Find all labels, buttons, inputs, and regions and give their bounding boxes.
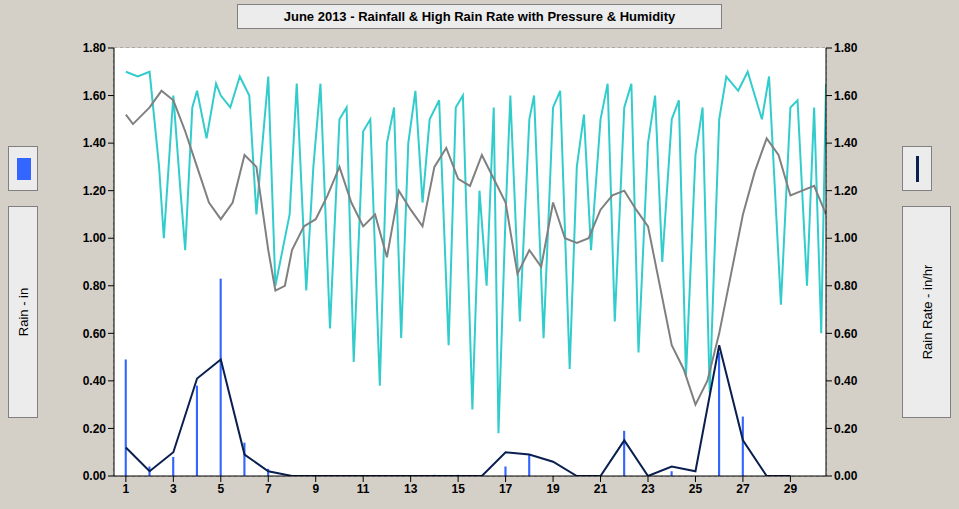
svg-text:9: 9 <box>312 482 319 496</box>
svg-text:0.00: 0.00 <box>834 469 858 483</box>
svg-text:29: 29 <box>784 482 798 496</box>
html-text:June 2013 - Rainfall & High Ra: June 2013 - Rainfall & High Rain Rate wi… <box>283 9 676 24</box>
svg-text:15: 15 <box>451 482 465 496</box>
svg-text:0.40: 0.40 <box>834 374 858 388</box>
svg-text:1.20: 1.20 <box>83 184 107 198</box>
svg-text:7: 7 <box>265 482 272 496</box>
svg-text:1.00: 1.00 <box>83 231 107 245</box>
svg-text:1.60: 1.60 <box>83 89 107 103</box>
svg-text:1.40: 1.40 <box>83 136 107 150</box>
svg-text:25: 25 <box>689 482 703 496</box>
svg-text:0.60: 0.60 <box>83 327 107 341</box>
svg-text:1.20: 1.20 <box>834 184 858 198</box>
svg-text:17: 17 <box>499 482 513 496</box>
svg-text:11: 11 <box>357 482 370 496</box>
svg-text:3: 3 <box>170 482 177 496</box>
svg-text:0.20: 0.20 <box>83 422 107 436</box>
html-text:Rain Rate - in/hr: Rain Rate - in/hr <box>919 264 934 360</box>
svg-text:1.00: 1.00 <box>834 231 858 245</box>
svg-text:0.00: 0.00 <box>83 469 107 483</box>
svg-text:0.60: 0.60 <box>834 327 858 341</box>
svg-text:21: 21 <box>594 482 608 496</box>
svg-text:1.60: 1.60 <box>834 89 858 103</box>
svg-text:1: 1 <box>123 482 130 496</box>
html-text:Rain - in: Rain - in <box>15 287 31 337</box>
svg-text:1.80: 1.80 <box>83 41 107 55</box>
svg-text:27: 27 <box>736 482 750 496</box>
svg-text:5: 5 <box>217 482 224 496</box>
svg-text:1.40: 1.40 <box>834 136 858 150</box>
svg-text:0.40: 0.40 <box>83 374 107 388</box>
svg-text:19: 19 <box>546 482 560 496</box>
svg-text:0.80: 0.80 <box>83 279 107 293</box>
svg-text:0.80: 0.80 <box>834 279 858 293</box>
svg-text:13: 13 <box>404 482 418 496</box>
svg-text:0.20: 0.20 <box>834 422 858 436</box>
svg-text:1.80: 1.80 <box>834 41 858 55</box>
svg-text:23: 23 <box>641 482 655 496</box>
